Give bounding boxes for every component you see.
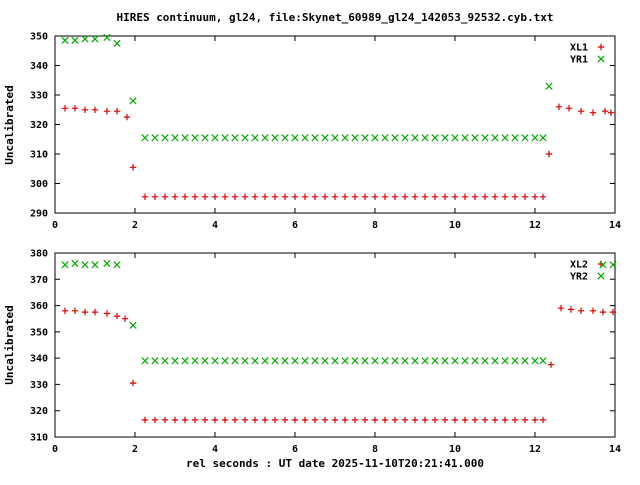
plot-border: [54, 252, 616, 438]
x-tick-label: 10: [449, 444, 461, 455]
x-tick-label: 6: [292, 444, 298, 455]
x-tick-label: 4: [212, 220, 218, 231]
x-tick-label: 0: [52, 444, 58, 455]
x-tick-label: 2: [132, 220, 138, 231]
x-tick-label: 14: [609, 444, 621, 455]
y-tick-label: 350: [30, 327, 48, 338]
legend-label-YR1: YR1: [570, 55, 588, 66]
x-tick-label: 12: [529, 220, 541, 231]
y-tick-label: 330: [30, 91, 48, 102]
y-tick-label: 380: [30, 249, 48, 260]
y-tick-label: 340: [30, 61, 48, 72]
chart-title: HIRES continuum, gl24, file:Skynet_60989…: [116, 11, 553, 24]
y-tick-label: 370: [30, 275, 48, 286]
series-YR2-markers: [61, 259, 617, 365]
y-tick-label: 310: [30, 150, 48, 161]
series-YR1-markers: [61, 33, 605, 142]
y-tick-label: 320: [30, 120, 48, 131]
panel-bottom: 0 2 4 6 8 10 12 14 310 320 330 340 350 360 370 380 XL2YR…: [30, 249, 621, 456]
y-tick-label: 290: [30, 209, 48, 220]
x-tick-label: 0: [52, 220, 58, 231]
y-tick-label: 350: [30, 32, 48, 43]
plot-border: [54, 35, 616, 214]
tick-marks: [54, 252, 616, 438]
y-axis-label-bottom: Uncalibrated: [3, 305, 16, 384]
y-tick-label: 320: [30, 406, 48, 417]
legend-label-XL1: XL1: [570, 43, 588, 54]
legend-label-YR2: YR2: [570, 272, 588, 283]
legend-label-XL2: XL2: [570, 260, 588, 271]
x-tick-label: 12: [529, 444, 541, 455]
x-tick-label: 6: [292, 220, 298, 231]
series-XL1-markers: [61, 43, 615, 200]
tick-marks: [54, 35, 616, 214]
y-tick-label: 300: [30, 179, 48, 190]
x-tick-label: 8: [372, 220, 378, 231]
y-tick-label: 330: [30, 380, 48, 391]
x-tick-label: 4: [212, 444, 218, 455]
y-tick-label: 360: [30, 301, 48, 312]
y-axis-label-top: Uncalibrated: [3, 85, 16, 164]
x-tick-label: 10: [449, 220, 461, 231]
x-tick-label: 14: [609, 220, 621, 231]
series-XL2-markers: [61, 260, 617, 424]
y-tick-label: 340: [30, 354, 48, 365]
x-tick-label: 2: [132, 444, 138, 455]
x-tick-label: 8: [372, 444, 378, 455]
y-tick-label: 310: [30, 433, 48, 444]
x-axis-label: rel seconds : UT date 2025-11-10T20:21:4…: [186, 457, 484, 470]
